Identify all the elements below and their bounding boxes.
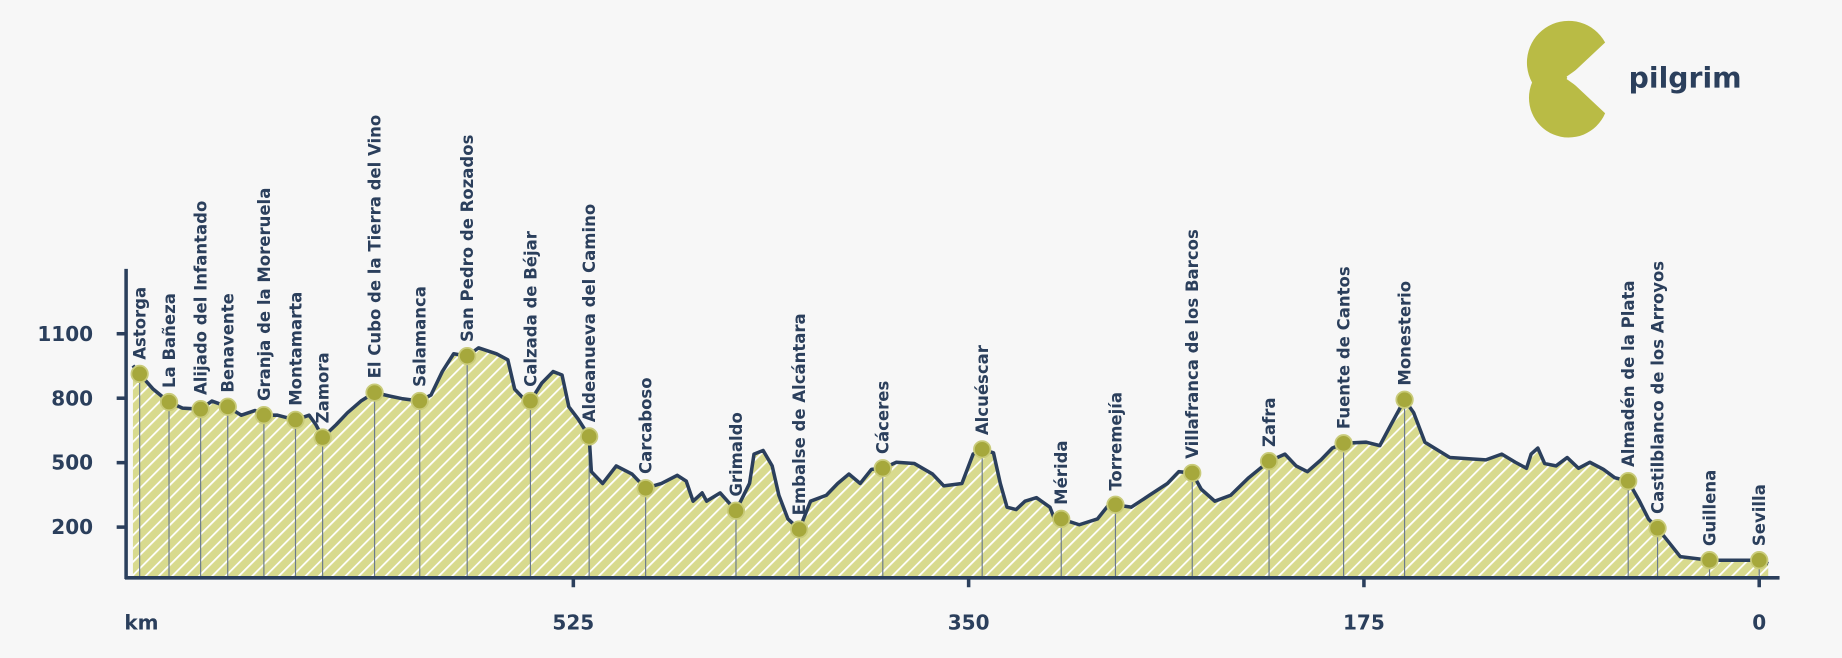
station-dot [873,459,892,478]
station-dot [636,479,655,498]
station-label: Astorga [131,287,150,360]
logo-shell [1526,20,1606,138]
station-dot [973,440,992,459]
station-label: Embalse de Alcántara [790,313,809,515]
station-dot [1334,434,1353,453]
station-dot [1106,495,1125,514]
station-label: Alijado del Infantado [192,201,211,395]
elevation-area [132,347,1769,578]
station-label: Montamarta [286,292,305,406]
station-label: Zamora [314,352,333,423]
station-label: Villafranca de los Barcos [1183,229,1202,459]
station-label: Calzada de Béjar [521,230,540,387]
station-label: Aldeanueva del Camino [580,204,599,423]
station-dot [254,406,274,425]
station-dot [790,520,809,539]
station-label: Granja de la Moreruela [255,188,274,401]
station-label: Torremejía [1106,392,1125,491]
station-label: La Bañeza [160,293,179,388]
station-label: Mérida [1052,440,1071,504]
station-label: Cáceres [874,381,893,455]
y-tick-label: 1100 [37,322,93,346]
station-label: Monesterio [1395,281,1414,386]
x-tick-label: 0 [1752,611,1766,635]
brand: pilgrim [1629,61,1742,94]
station-dot [1700,551,1719,570]
station-dot [726,501,746,520]
station-dot [1183,463,1202,483]
station-label: San Pedro de Rozados [458,134,477,342]
x-tick-label: 175 [1343,611,1385,635]
station-label: Guillena [1700,470,1719,546]
x-axis-label: km [124,611,158,635]
station-label: Grimaldo [727,412,746,496]
station-dot [1052,509,1071,529]
station-label: El Cubo de la Tierra del Vino [365,115,384,379]
station-dot [130,364,149,384]
station-dot [286,410,305,430]
station-dot [521,391,540,411]
y-tick-label: 500 [51,451,93,475]
station-label: Zafra [1260,397,1279,447]
station-dot [458,346,477,366]
logo: pilgrim [1526,20,1742,138]
station-label: Carcaboso [636,377,655,474]
station-label: Alcuéscar [973,344,992,435]
station-dot [410,391,429,411]
station-dot [191,400,210,419]
station-dot [580,427,599,446]
station-label: Sevilla [1750,484,1769,546]
station-dot [1259,452,1279,471]
station-label: Castilblanco de los Arroyos [1648,261,1667,514]
y-tick-label: 800 [51,386,93,410]
station-dot [1395,390,1414,409]
station-label: Fuente de Cantos [1335,266,1354,429]
station-dot [365,383,384,402]
x-tick-label: 350 [948,611,990,635]
x-tick-label: 525 [552,611,594,635]
station-label: Benavente [219,293,238,392]
station-dot [313,428,332,447]
y-tick-label: 200 [51,515,93,539]
logo-shell-ribs [1566,48,1611,108]
station-label: Almadén de la Plata [1619,280,1638,466]
station-dot [1750,551,1769,570]
station-dot [1648,519,1667,538]
station-dot [159,392,179,412]
station-label: Salamanca [411,286,430,387]
station-dot [218,397,237,416]
station-dot [1619,471,1638,491]
